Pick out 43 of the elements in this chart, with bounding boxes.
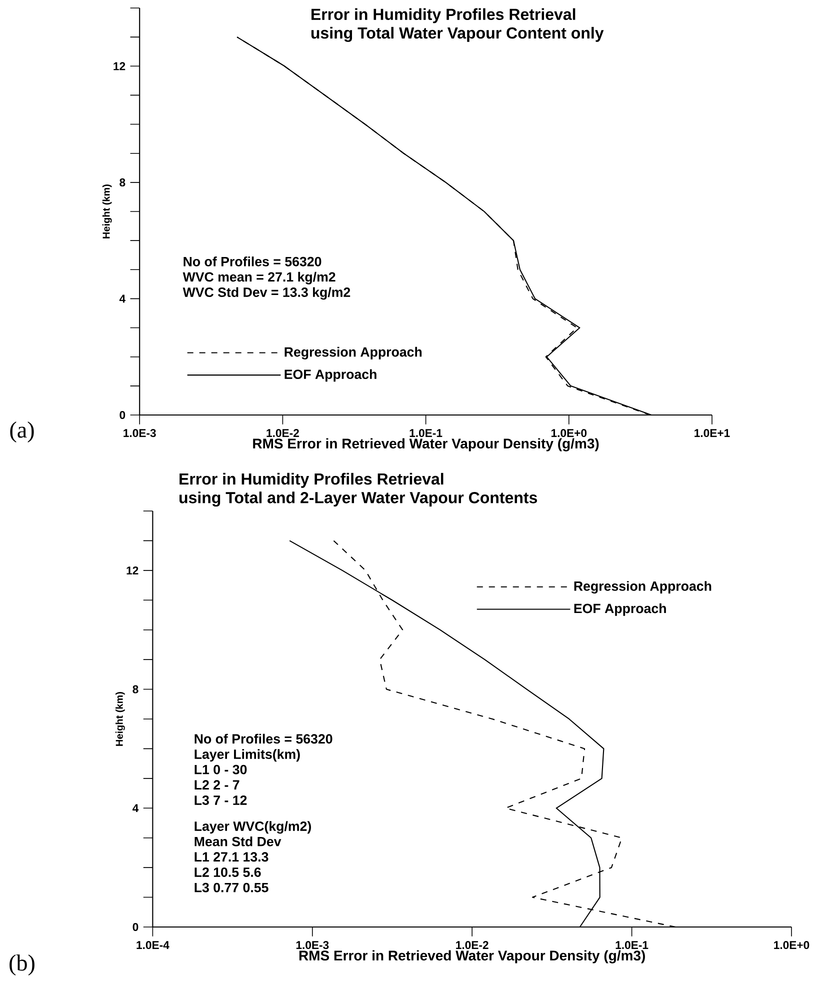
y-tick-label: 12 [114, 62, 126, 70]
annotation: L3 7 - 12 [194, 796, 247, 805]
x-tick-label: 1.0E+1 [694, 429, 730, 438]
annotation: Mean Std Dev [194, 836, 282, 846]
y-tick-label: 4 [119, 294, 126, 303]
x-tick-label: 1.0E-3 [124, 429, 156, 438]
chart-title: Error in Humidity Profiles Retrieval using Total and 2-Layer Water Vapour Contents [180, 472, 538, 507]
annotation: WVC Std Dev = 13.3 kg/m2 [182, 287, 350, 300]
x-tick-label: 1.0E-4 [136, 941, 170, 950]
x-tick-label: 1.0E-2 [266, 429, 299, 438]
text: EOF Approach [284, 369, 376, 382]
y-tick-label: 0 [120, 410, 126, 419]
annotation: Layer WVC(kg/m2) [194, 821, 311, 834]
annotation: L2 2 - 7 [194, 780, 240, 790]
y-axis-title: Height (km) [116, 692, 125, 746]
annotation: L3 0.77 0.55 [194, 882, 268, 892]
text: Regression Approach [284, 346, 422, 360]
y-tick-label: 8 [120, 178, 126, 186]
annotation: WVC mean = 27.1 kg/m2 [182, 272, 336, 284]
x-tick-label: 1.0E+0 [551, 429, 587, 438]
x-tick-label: 1.0E-1 [616, 941, 648, 950]
x-tick-label: 1.0E-3 [296, 941, 329, 950]
annotation: Layer Limits(km) [194, 749, 300, 762]
annotation: No of Profiles = 56320 [184, 256, 322, 266]
text: EOF Approach [574, 603, 666, 616]
text: (a) [10, 422, 34, 442]
annotation: L1 0 - 30 [194, 764, 247, 774]
x-tick-label: 1.0E-1 [410, 429, 442, 438]
x-tick-label: 1.0E+0 [774, 941, 810, 950]
annotation: L2 10.5 5.6 [194, 868, 261, 877]
x-axis-title: RMS Error in Retrieved Water Vapour Density (g/m3) [253, 438, 599, 452]
annotation: L1 27.1 13.3 [194, 852, 268, 862]
text: (b) [10, 954, 34, 976]
annotation: No of Profiles = 56320 [194, 734, 332, 744]
y-tick-label: 0 [132, 922, 138, 931]
x-axis-title: RMS Error in Retrieved Water Vapour Density (g/m3) [299, 950, 645, 964]
y-tick-label: 8 [132, 685, 138, 694]
text: Error in Humidity Profiles Retrieval using Total Water Vapour Content only [311, 8, 604, 42]
y-tick-label: 12 [126, 566, 138, 574]
x-tick-label: 1.0E-2 [456, 941, 488, 950]
y-tick-label: 4 [132, 804, 139, 812]
y-axis-title: Height (km) [102, 184, 112, 238]
text: Regression Approach [574, 581, 712, 594]
